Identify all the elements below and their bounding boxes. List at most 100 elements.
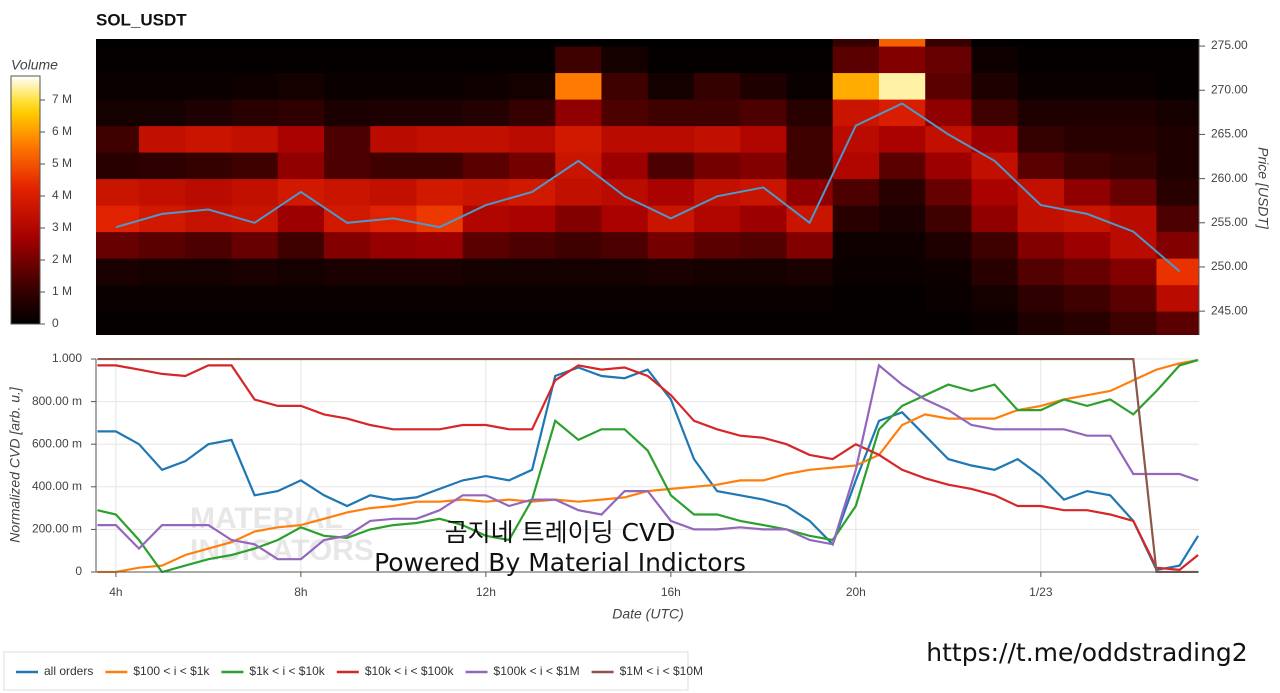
heatmap-cell xyxy=(323,99,371,127)
heatmap-cell xyxy=(139,46,186,74)
heatmap-cell xyxy=(185,231,233,259)
heatmap-cell xyxy=(786,152,834,180)
x-tick-label: 20h xyxy=(846,585,866,599)
heatmap-cell xyxy=(786,125,834,153)
heatmap-cell xyxy=(231,99,279,127)
heatmap-cell xyxy=(1156,39,1199,47)
heatmap-cell xyxy=(1156,125,1199,153)
heatmap-cell xyxy=(1063,46,1111,74)
heatmap-cell xyxy=(647,46,695,74)
heatmap-cell xyxy=(508,311,556,335)
heatmap-cell xyxy=(601,99,649,127)
heatmap-cell xyxy=(416,99,464,127)
heatmap-cell xyxy=(370,178,417,206)
heatmap-cell xyxy=(601,125,649,153)
heatmap-cell xyxy=(323,258,371,286)
heatmap-cell xyxy=(462,231,510,259)
heatmap-cell xyxy=(185,311,233,335)
heatmap-cell xyxy=(508,205,556,233)
heatmap-cell xyxy=(1156,311,1199,335)
y-axis-label: Price [USDT] xyxy=(1255,147,1271,230)
heatmap-cell xyxy=(277,311,325,335)
heatmap-cell xyxy=(277,258,325,286)
heatmap-cell xyxy=(693,125,741,153)
heatmap-cell xyxy=(370,46,417,74)
heatmap-cell xyxy=(832,178,880,206)
heatmap-cell xyxy=(96,311,140,335)
heatmap-cell xyxy=(1110,125,1157,153)
heatmap-cell xyxy=(508,46,556,74)
heatmap-cell xyxy=(971,258,1019,286)
heatmap-cell xyxy=(925,99,972,127)
heatmap-cell xyxy=(1017,152,1065,180)
heatmap-cell xyxy=(462,125,510,153)
heatmap-cell xyxy=(647,311,695,335)
heatmap-cell xyxy=(601,152,649,180)
heatmap-cell xyxy=(878,72,926,100)
heatmap-cell xyxy=(139,284,186,312)
heatmap-cell xyxy=(96,284,140,312)
heatmap-cell xyxy=(740,284,787,312)
heatmap-cell xyxy=(323,39,371,47)
heatmap-cell xyxy=(740,311,787,335)
heatmap-cell xyxy=(832,46,880,74)
heatmap-cell xyxy=(693,178,741,206)
heatmap-cell xyxy=(1110,258,1157,286)
heatmap-cell xyxy=(925,178,972,206)
heatmap-cell xyxy=(832,284,880,312)
heatmap-cell xyxy=(647,284,695,312)
heatmap-cell xyxy=(601,178,649,206)
heatmap-cell xyxy=(96,72,140,100)
heatmap-cell xyxy=(1156,178,1199,206)
heatmap-cell xyxy=(462,205,510,233)
heatmap-cell xyxy=(462,258,510,286)
heatmap-cell xyxy=(277,72,325,100)
colorbar-tick-label: 2 M xyxy=(52,252,72,266)
heatmap-cell xyxy=(786,231,834,259)
heatmap-cell xyxy=(647,99,695,127)
heatmap-cell xyxy=(370,311,417,335)
x-tick-label: 1/23 xyxy=(1029,585,1053,599)
heatmap-cell xyxy=(416,258,464,286)
heatmap-cell xyxy=(1110,72,1157,100)
heatmap-cell xyxy=(277,99,325,127)
legend-label: $100 < i < $1k xyxy=(133,664,210,678)
cvd-line xyxy=(97,363,1199,561)
heatmap-cell xyxy=(647,258,695,286)
heatmap-cell xyxy=(185,284,233,312)
colorbar-tick-label: 7 M xyxy=(52,92,72,106)
heatmap-cell xyxy=(1017,72,1065,100)
y-tick-label: 1.000 xyxy=(52,351,82,365)
heatmap-cell xyxy=(925,284,972,312)
heatmap-cell xyxy=(185,46,233,74)
y-tick-label: 270.00 xyxy=(1211,82,1248,96)
heatmap-cell xyxy=(1156,46,1199,74)
heatmap-cell xyxy=(96,39,140,47)
heatmap-cell xyxy=(416,152,464,180)
heatmap-cell xyxy=(693,152,741,180)
colorbar-tick-label: 4 M xyxy=(52,188,72,202)
heatmap-cell xyxy=(185,178,233,206)
heatmap-cell xyxy=(1156,152,1199,180)
heatmap-cell xyxy=(370,39,417,47)
heatmap-cell xyxy=(185,72,233,100)
heatmap-cell xyxy=(416,178,464,206)
heatmap-cell xyxy=(971,205,1019,233)
heatmap-cell xyxy=(693,99,741,127)
heatmap-cell xyxy=(647,125,695,153)
heatmap-cell xyxy=(508,152,556,180)
heatmap-cell xyxy=(878,125,926,153)
annotation: Powered By Material Indictors xyxy=(374,548,746,577)
heatmap-cell xyxy=(462,99,510,127)
heatmap-cell xyxy=(693,72,741,100)
legend-label: $1M < i < $10M xyxy=(620,664,703,678)
heatmap-cell xyxy=(1156,99,1199,127)
heatmap-cell xyxy=(462,284,510,312)
heatmap-cell xyxy=(832,205,880,233)
heatmap xyxy=(96,39,1199,335)
legend-label: $10k < i < $100k xyxy=(365,664,455,678)
heatmap-cell xyxy=(370,99,417,127)
x-tick-label: 8h xyxy=(294,585,307,599)
heatmap-cell xyxy=(1017,39,1065,47)
heatmap-cell xyxy=(971,231,1019,259)
